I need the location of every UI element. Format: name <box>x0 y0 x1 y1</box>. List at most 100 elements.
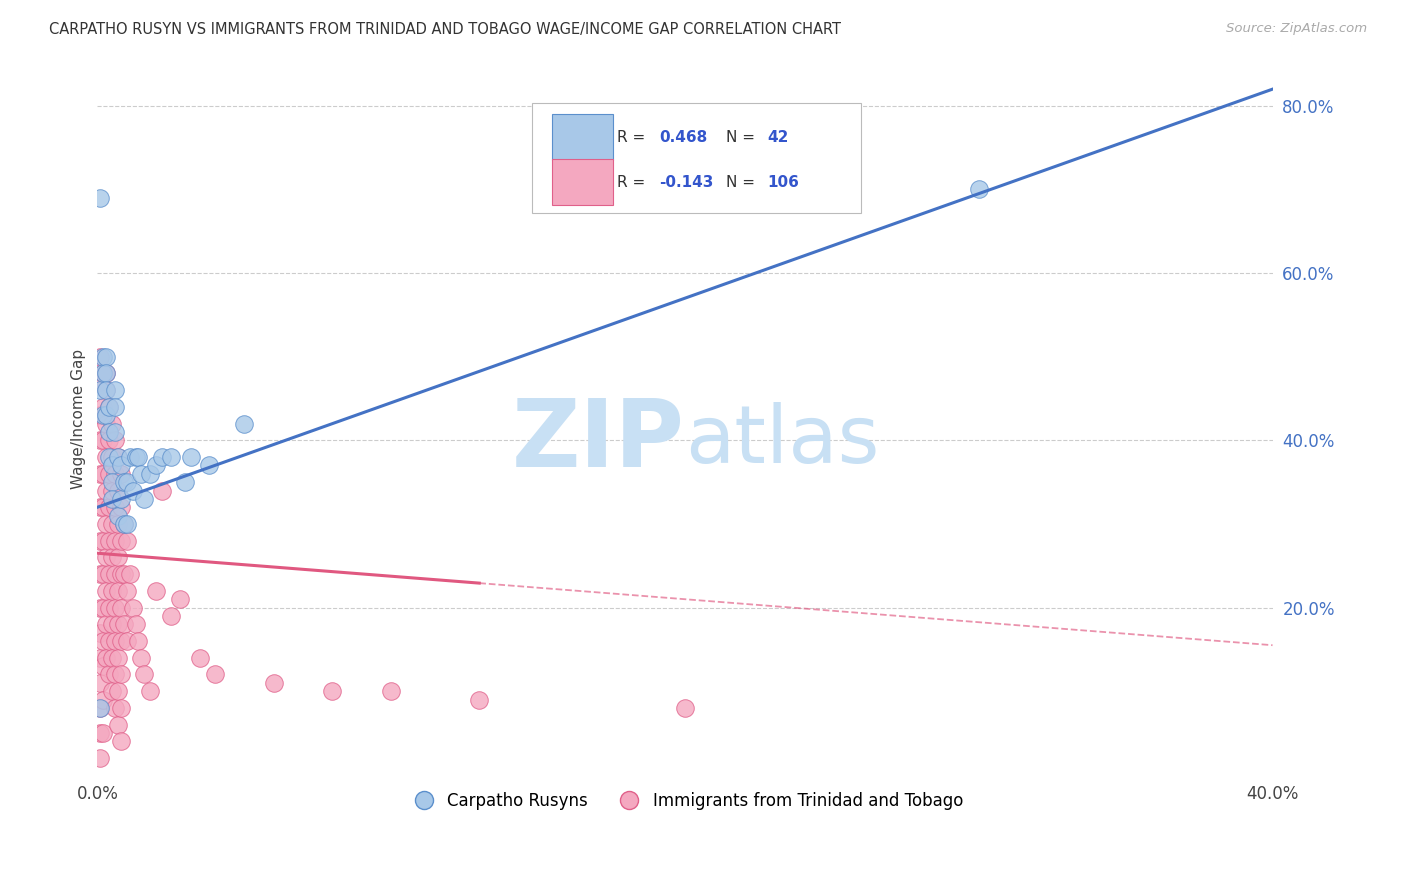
Point <box>98 434 121 448</box>
Point <box>112 516 135 531</box>
Point <box>115 583 138 598</box>
Text: N =: N = <box>725 175 761 190</box>
Point <box>127 634 149 648</box>
Point <box>91 409 114 423</box>
Point <box>98 400 121 414</box>
Point <box>104 434 127 448</box>
Point <box>96 383 118 397</box>
Point <box>101 617 124 632</box>
Point <box>91 692 114 706</box>
Point <box>673 701 696 715</box>
Point <box>89 567 111 582</box>
Point <box>89 726 111 740</box>
Point <box>107 508 129 523</box>
Point <box>91 659 114 673</box>
Point <box>91 467 114 481</box>
Point <box>104 667 127 681</box>
Point <box>89 650 111 665</box>
Point <box>139 684 162 698</box>
Point <box>110 600 132 615</box>
Point <box>115 475 138 490</box>
Point <box>101 516 124 531</box>
Point <box>91 726 114 740</box>
Point <box>89 350 111 364</box>
Y-axis label: Wage/Income Gap: Wage/Income Gap <box>72 350 86 490</box>
Point <box>107 650 129 665</box>
Point <box>145 458 167 473</box>
Point <box>96 617 118 632</box>
Point <box>101 458 124 473</box>
Point <box>134 667 156 681</box>
Point <box>89 383 111 397</box>
Point <box>110 533 132 548</box>
Point <box>107 684 129 698</box>
Point <box>89 191 111 205</box>
Point <box>159 450 181 464</box>
Point <box>104 634 127 648</box>
Point <box>233 417 256 431</box>
Point <box>150 483 173 498</box>
Point <box>204 667 226 681</box>
Point <box>107 617 129 632</box>
Point <box>110 500 132 515</box>
Point <box>112 516 135 531</box>
Point <box>112 567 135 582</box>
Point <box>91 600 114 615</box>
Point <box>104 383 127 397</box>
Point <box>96 367 118 381</box>
Point <box>91 567 114 582</box>
Point <box>96 383 118 397</box>
Point <box>169 592 191 607</box>
Point <box>96 583 118 598</box>
Point <box>91 350 114 364</box>
Point <box>96 483 118 498</box>
Point <box>131 467 153 481</box>
Point <box>174 475 197 490</box>
Point <box>89 533 111 548</box>
Point <box>159 609 181 624</box>
Point <box>104 701 127 715</box>
Point <box>96 350 118 364</box>
Point <box>107 516 129 531</box>
Text: 106: 106 <box>768 175 799 190</box>
Point <box>101 684 124 698</box>
Point <box>112 475 135 490</box>
Point <box>321 684 343 698</box>
Point <box>110 634 132 648</box>
Point <box>110 458 132 473</box>
Point <box>121 483 143 498</box>
Point <box>89 600 111 615</box>
Text: ZIP: ZIP <box>512 395 685 487</box>
Point <box>89 434 111 448</box>
FancyBboxPatch shape <box>531 103 862 213</box>
Point <box>96 409 118 423</box>
Point <box>98 467 121 481</box>
Point <box>98 567 121 582</box>
Point <box>134 491 156 506</box>
Point <box>98 533 121 548</box>
Point <box>115 533 138 548</box>
Text: Source: ZipAtlas.com: Source: ZipAtlas.com <box>1226 22 1367 36</box>
FancyBboxPatch shape <box>553 114 613 161</box>
Point <box>107 717 129 731</box>
Point <box>91 367 114 381</box>
Point <box>104 500 127 515</box>
Point <box>98 600 121 615</box>
Point <box>96 650 118 665</box>
Point <box>967 182 990 196</box>
Point <box>91 500 114 515</box>
Point <box>101 417 124 431</box>
Point <box>89 751 111 765</box>
Point <box>104 400 127 414</box>
Text: -0.143: -0.143 <box>659 175 713 190</box>
Point <box>110 701 132 715</box>
Point <box>89 676 111 690</box>
Point <box>180 450 202 464</box>
Point <box>380 684 402 698</box>
Text: 0.468: 0.468 <box>659 129 707 145</box>
Point <box>91 367 114 381</box>
Point <box>89 409 111 423</box>
Point <box>89 701 111 715</box>
Point <box>89 701 111 715</box>
Point <box>139 467 162 481</box>
